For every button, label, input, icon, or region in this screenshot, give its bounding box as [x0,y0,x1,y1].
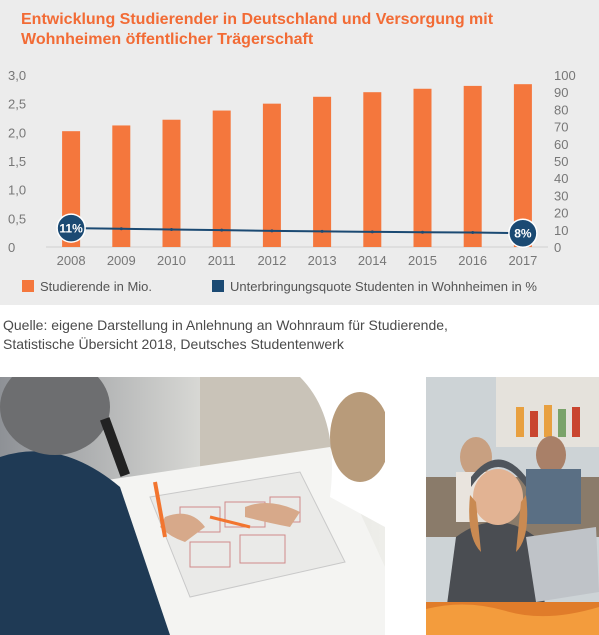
source-note: Quelle: eigene Darstellung in Anlehnung … [3,316,448,354]
x-tick-label: 2016 [458,253,487,268]
legend-item-students: Studierende in Mio. [22,279,152,294]
quota-point [421,230,424,234]
y-right-tick-label: 70 [554,120,568,135]
people-planning-photo [0,377,385,635]
annotation-label: 8% [514,227,532,241]
bar [413,88,432,247]
meeting-over-floor-plans-icon [0,377,385,635]
bar [162,119,181,247]
x-tick-label: 2008 [57,253,86,268]
x-tick-label: 2017 [508,253,537,268]
quota-point [270,229,274,233]
y-left-tick-label: 0,5 [8,211,26,226]
woman-with-laptop-icon [426,377,599,635]
quota-point [370,230,374,234]
y-right-tick-label: 10 [554,223,568,238]
legend-swatch-bar [22,280,34,292]
bar [262,103,281,248]
quota-point [471,231,475,235]
student-laptop-photo [426,377,599,635]
annotation-bubble [508,218,538,248]
legend-swatch-line [212,280,224,292]
y-left-tick-label: 1,5 [8,154,26,169]
quota-point [320,229,324,233]
y-right-tick-label: 20 [554,206,568,221]
y-right-tick-label: 100 [554,68,576,83]
x-tick-label: 2014 [358,253,387,268]
annotation-bubble [56,213,86,243]
y-right-tick-label: 80 [554,102,568,117]
bar [363,92,382,247]
y-right-tick-label: 90 [554,85,568,100]
y-right-tick-label: 30 [554,188,568,203]
x-tick-label: 2015 [408,253,437,268]
y-left-tick-label: 2,0 [8,125,26,140]
combo-chart: 0 0,5 1,0 1,5 2,0 2,5 3,0 0 10 20 30 40 50 60 70 80 90 10… [8,68,576,268]
bar [313,96,332,247]
quota-point [220,228,224,232]
y-right-tick-label: 0 [554,240,561,255]
quota-line [71,227,523,235]
y-right-tick-label: 50 [554,154,568,169]
y-right-tick-label: 40 [554,171,568,186]
legend-label-students: Studierende in Mio. [40,279,153,294]
legend-item-quota: Unterbringungsquote Studenten in Wohnhei… [212,279,537,294]
y-left-tick-label: 0 [8,240,15,255]
chart-title-line-2: Wohnheimen öffentlicher Trägerschaft [21,31,314,48]
source-line-1: Quelle: eigene Darstellung in Anlehnung … [3,317,448,333]
chart-title-line-1: Entwicklung Studierender in Deutschland … [21,11,494,28]
y-right-tick-label: 60 [554,137,568,152]
bar [463,85,482,247]
bar [112,125,131,247]
chart-panel [0,0,599,305]
bar [513,84,532,247]
x-tick-label: 2012 [257,253,286,268]
x-tick-label: 2010 [157,253,186,268]
y-left-tick-label: 1,0 [8,183,26,198]
source-line-2: Statistische Übersicht 2018, Deutsches S… [3,336,344,352]
y-left-tick-label: 2,5 [8,97,26,112]
chart-title: Entwicklung Studierender in Deutschland … [21,10,581,50]
quota-point [119,227,123,231]
x-tick-label: 2009 [107,253,136,268]
x-tick-label: 2011 [208,253,236,268]
bar [212,110,231,248]
y-left-tick-label: 3,0 [8,68,26,83]
annotation-label: 11% [59,222,83,236]
quota-point [170,227,173,231]
x-tick-label: 2013 [308,253,337,268]
legend-label-quota: Unterbringungsquote Studenten in Wohnhei… [230,279,537,294]
